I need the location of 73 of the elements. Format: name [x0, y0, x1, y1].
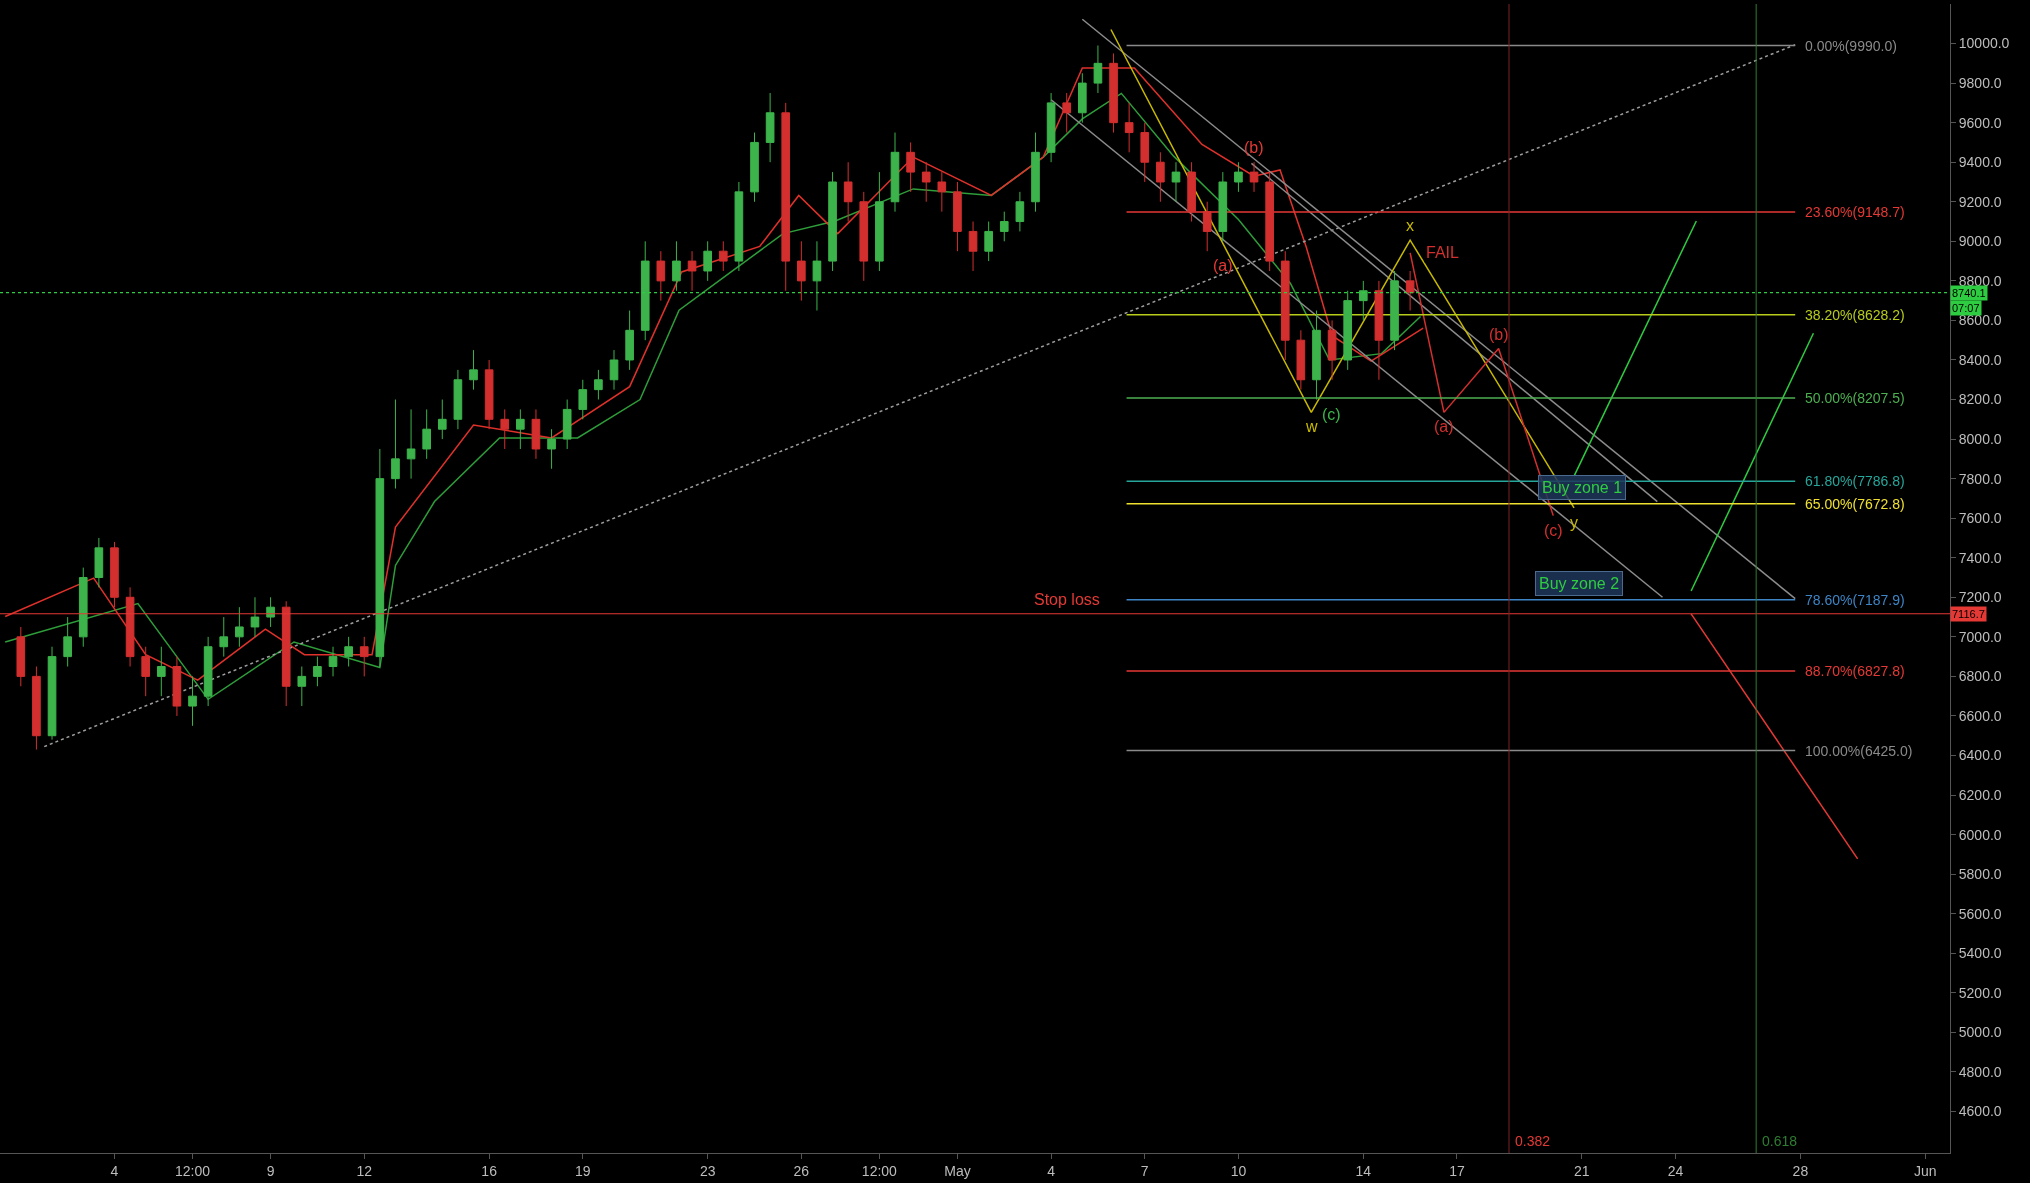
annotation: (c): [1544, 522, 1563, 539]
y-tick-label: 9000.0: [1958, 233, 2002, 250]
y-tick-label: 5200.0: [1958, 984, 2002, 1001]
x-tick-label: 7: [1140, 1162, 1149, 1179]
annotation: (a): [1434, 418, 1454, 435]
x-tick-label: 12:00: [861, 1162, 898, 1179]
y-tick-label: 9800.0: [1958, 75, 2002, 91]
y-tick-label: 7600.0: [1958, 510, 2002, 527]
x-tick-label: 9: [266, 1162, 275, 1179]
y-tick-label: 5400.0: [1958, 945, 2002, 962]
annotation: (b): [1244, 139, 1264, 156]
y-tick-label: 8200.0: [1958, 391, 2002, 408]
x-tick-label: 4: [1047, 1162, 1056, 1179]
y-tick-label: 6800.0: [1958, 668, 2002, 685]
y-tick-label: 6600.0: [1958, 707, 2002, 724]
x-tick-label: 14: [1355, 1162, 1372, 1179]
ref-line-label: 8740.1: [1952, 287, 1986, 299]
annotation: Stop loss: [1034, 591, 1100, 608]
annotation: (a): [1213, 257, 1233, 274]
y-tick-label: 5000.0: [1958, 1024, 2002, 1041]
x-tick-label: 17: [1449, 1162, 1465, 1179]
annotation: (b): [1489, 326, 1509, 343]
y-tick-label: 8800.0: [1958, 272, 2002, 289]
y-tick-label: 5600.0: [1958, 905, 2002, 922]
x-tick-label: 16: [481, 1162, 498, 1179]
series-label: 38.20%(8628.2): [1805, 307, 1905, 323]
series-label: 0.00%(9990.0): [1805, 38, 1897, 54]
x-tick-label: 4: [110, 1162, 119, 1179]
y-tick-label: 8600.0: [1958, 312, 2002, 329]
annotation: Buy zone 1: [1542, 479, 1623, 496]
y-tick-label: 6400.0: [1958, 747, 2002, 764]
annotation: (c): [1322, 406, 1341, 423]
series-label: 23.60%(9148.7): [1805, 204, 1905, 220]
y-tick-label: 7800.0: [1958, 470, 2002, 487]
y-tick-label: 9200.0: [1958, 193, 2002, 210]
ref-line-label: 0.382: [1515, 1133, 1551, 1149]
y-tick-label: 10000.0: [1958, 35, 2010, 52]
series-label: 78.60%(7187.9): [1805, 592, 1905, 608]
ref-line-label: 7116.7: [1952, 608, 1985, 620]
series-label: 65.00%(7672.8): [1805, 496, 1905, 512]
series-label: 100.00%(6425.0): [1805, 743, 1913, 759]
series-label: 50.00%(8207.5): [1805, 390, 1905, 406]
annotation: Buy zone 2: [1539, 575, 1620, 592]
ref-line-label: 0.618: [1762, 1133, 1798, 1149]
x-tick-label: Jun: [1913, 1162, 1937, 1179]
series-label: 88.70%(6827.8): [1805, 663, 1905, 679]
annotation: w: [1305, 418, 1318, 435]
x-tick-label: 26: [793, 1162, 810, 1179]
y-tick-label: 9600.0: [1958, 114, 2002, 131]
y-tick-label: 4800.0: [1958, 1063, 2002, 1080]
x-tick-label: 12:00: [175, 1162, 211, 1179]
x-tick-label: 28: [1792, 1162, 1809, 1179]
y-tick-label: 9400.0: [1958, 154, 2002, 171]
y-tick-label: 8000.0: [1958, 430, 2002, 447]
y-tick-label: 5800.0: [1958, 866, 2002, 883]
x-tick-label: 21: [1574, 1162, 1590, 1179]
annotation: FAIL: [1426, 244, 1460, 261]
annotation: x: [1406, 217, 1414, 234]
y-tick-label: 7200.0: [1958, 589, 2002, 606]
text: 07:07: [1952, 302, 1980, 314]
y-tick-label: 7000.0: [1958, 628, 2002, 645]
y-tick-label: 6000.0: [1958, 826, 2002, 843]
y-tick-label: 7400.0: [1958, 549, 2002, 566]
x-tick-label: 10: [1230, 1162, 1247, 1179]
x-tick-label: 23: [699, 1162, 716, 1179]
x-tick-label: 12: [356, 1162, 373, 1179]
y-tick-label: 8400.0: [1958, 351, 2002, 368]
x-tick-label: 19: [575, 1162, 591, 1179]
x-tick-label: May: [944, 1162, 971, 1179]
x-tick-label: 24: [1667, 1162, 1684, 1179]
y-tick-label: 6200.0: [1958, 786, 2002, 803]
y-tick-label: 4600.0: [1958, 1103, 2002, 1120]
series-label: 61.80%(7786.8): [1805, 473, 1905, 489]
